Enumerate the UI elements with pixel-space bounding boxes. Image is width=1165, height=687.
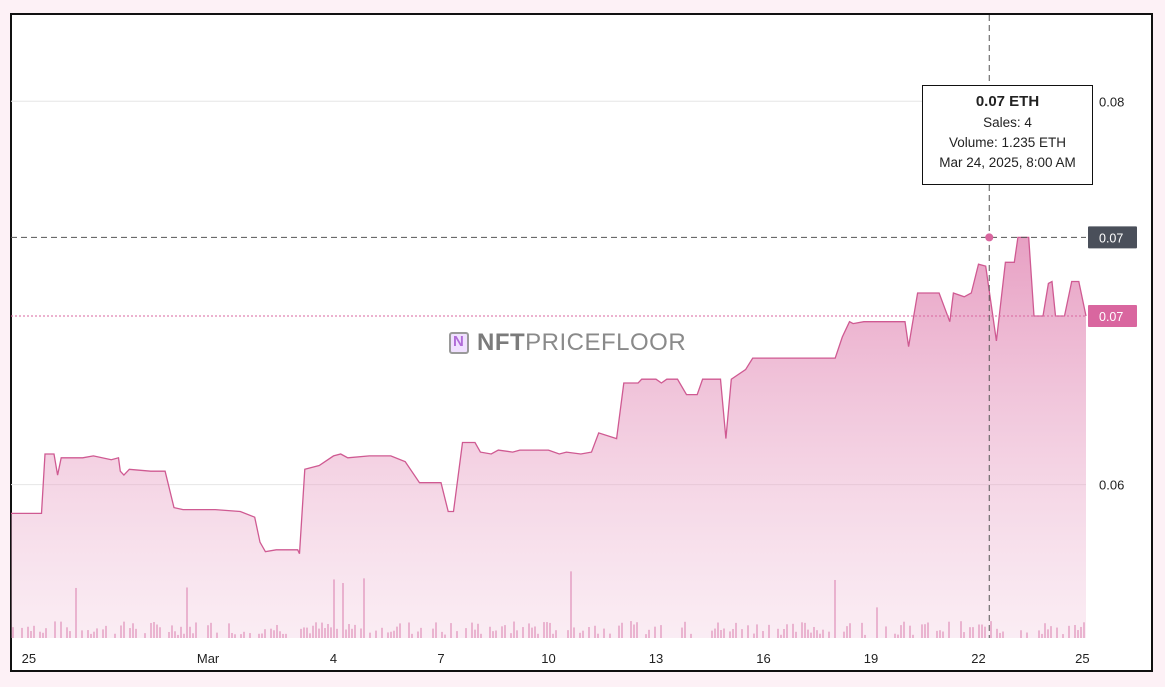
crosshair-price-tag: 0.07 (1088, 226, 1137, 249)
last-price-tag: 0.07 (1088, 304, 1137, 327)
x-tick-label: Mar (197, 651, 220, 666)
x-tick-label: 7 (437, 651, 444, 666)
tooltip-date: Mar 24, 2025, 8:00 AM (939, 155, 1076, 170)
y-tick-label: 0.06 (1099, 478, 1124, 493)
watermark-text: NFTPRICEFLOOR (477, 329, 687, 356)
price-tooltip: 0.07 ETH Sales: 4 Volume: 1.235 ETH Mar … (922, 85, 1093, 185)
x-tick-label: 25 (22, 651, 36, 666)
last-price-label: 0.07 (1099, 310, 1123, 324)
x-tick-label: 16 (756, 651, 770, 666)
x-tick-label: 10 (541, 651, 555, 666)
y-axis: 0.08 0.06 (1099, 94, 1124, 492)
x-tick-label: 13 (649, 651, 663, 666)
crosshair-point (985, 233, 994, 242)
x-tick-label: 19 (864, 651, 878, 666)
tooltip-price: 0.07 ETH (975, 93, 1040, 110)
price-line (11, 236, 1087, 554)
x-tick-label: 22 (971, 651, 985, 666)
price-area (11, 237, 1086, 638)
tooltip-sales: Sales: 4 (983, 115, 1032, 130)
nft-logo-icon: N (449, 332, 469, 354)
x-tick-label: 4 (330, 651, 337, 666)
crosshair-price-label: 0.07 (1099, 231, 1123, 245)
tooltip-volume: Volume: 1.235 ETH (948, 135, 1067, 150)
watermark: N NFTPRICEFLOOR (449, 329, 686, 357)
y-tick-label: 0.08 (1099, 94, 1124, 109)
x-tick-label: 25 (1075, 651, 1089, 666)
x-axis: 25 Mar 4 7 10 13 16 19 22 25 (22, 651, 1090, 666)
